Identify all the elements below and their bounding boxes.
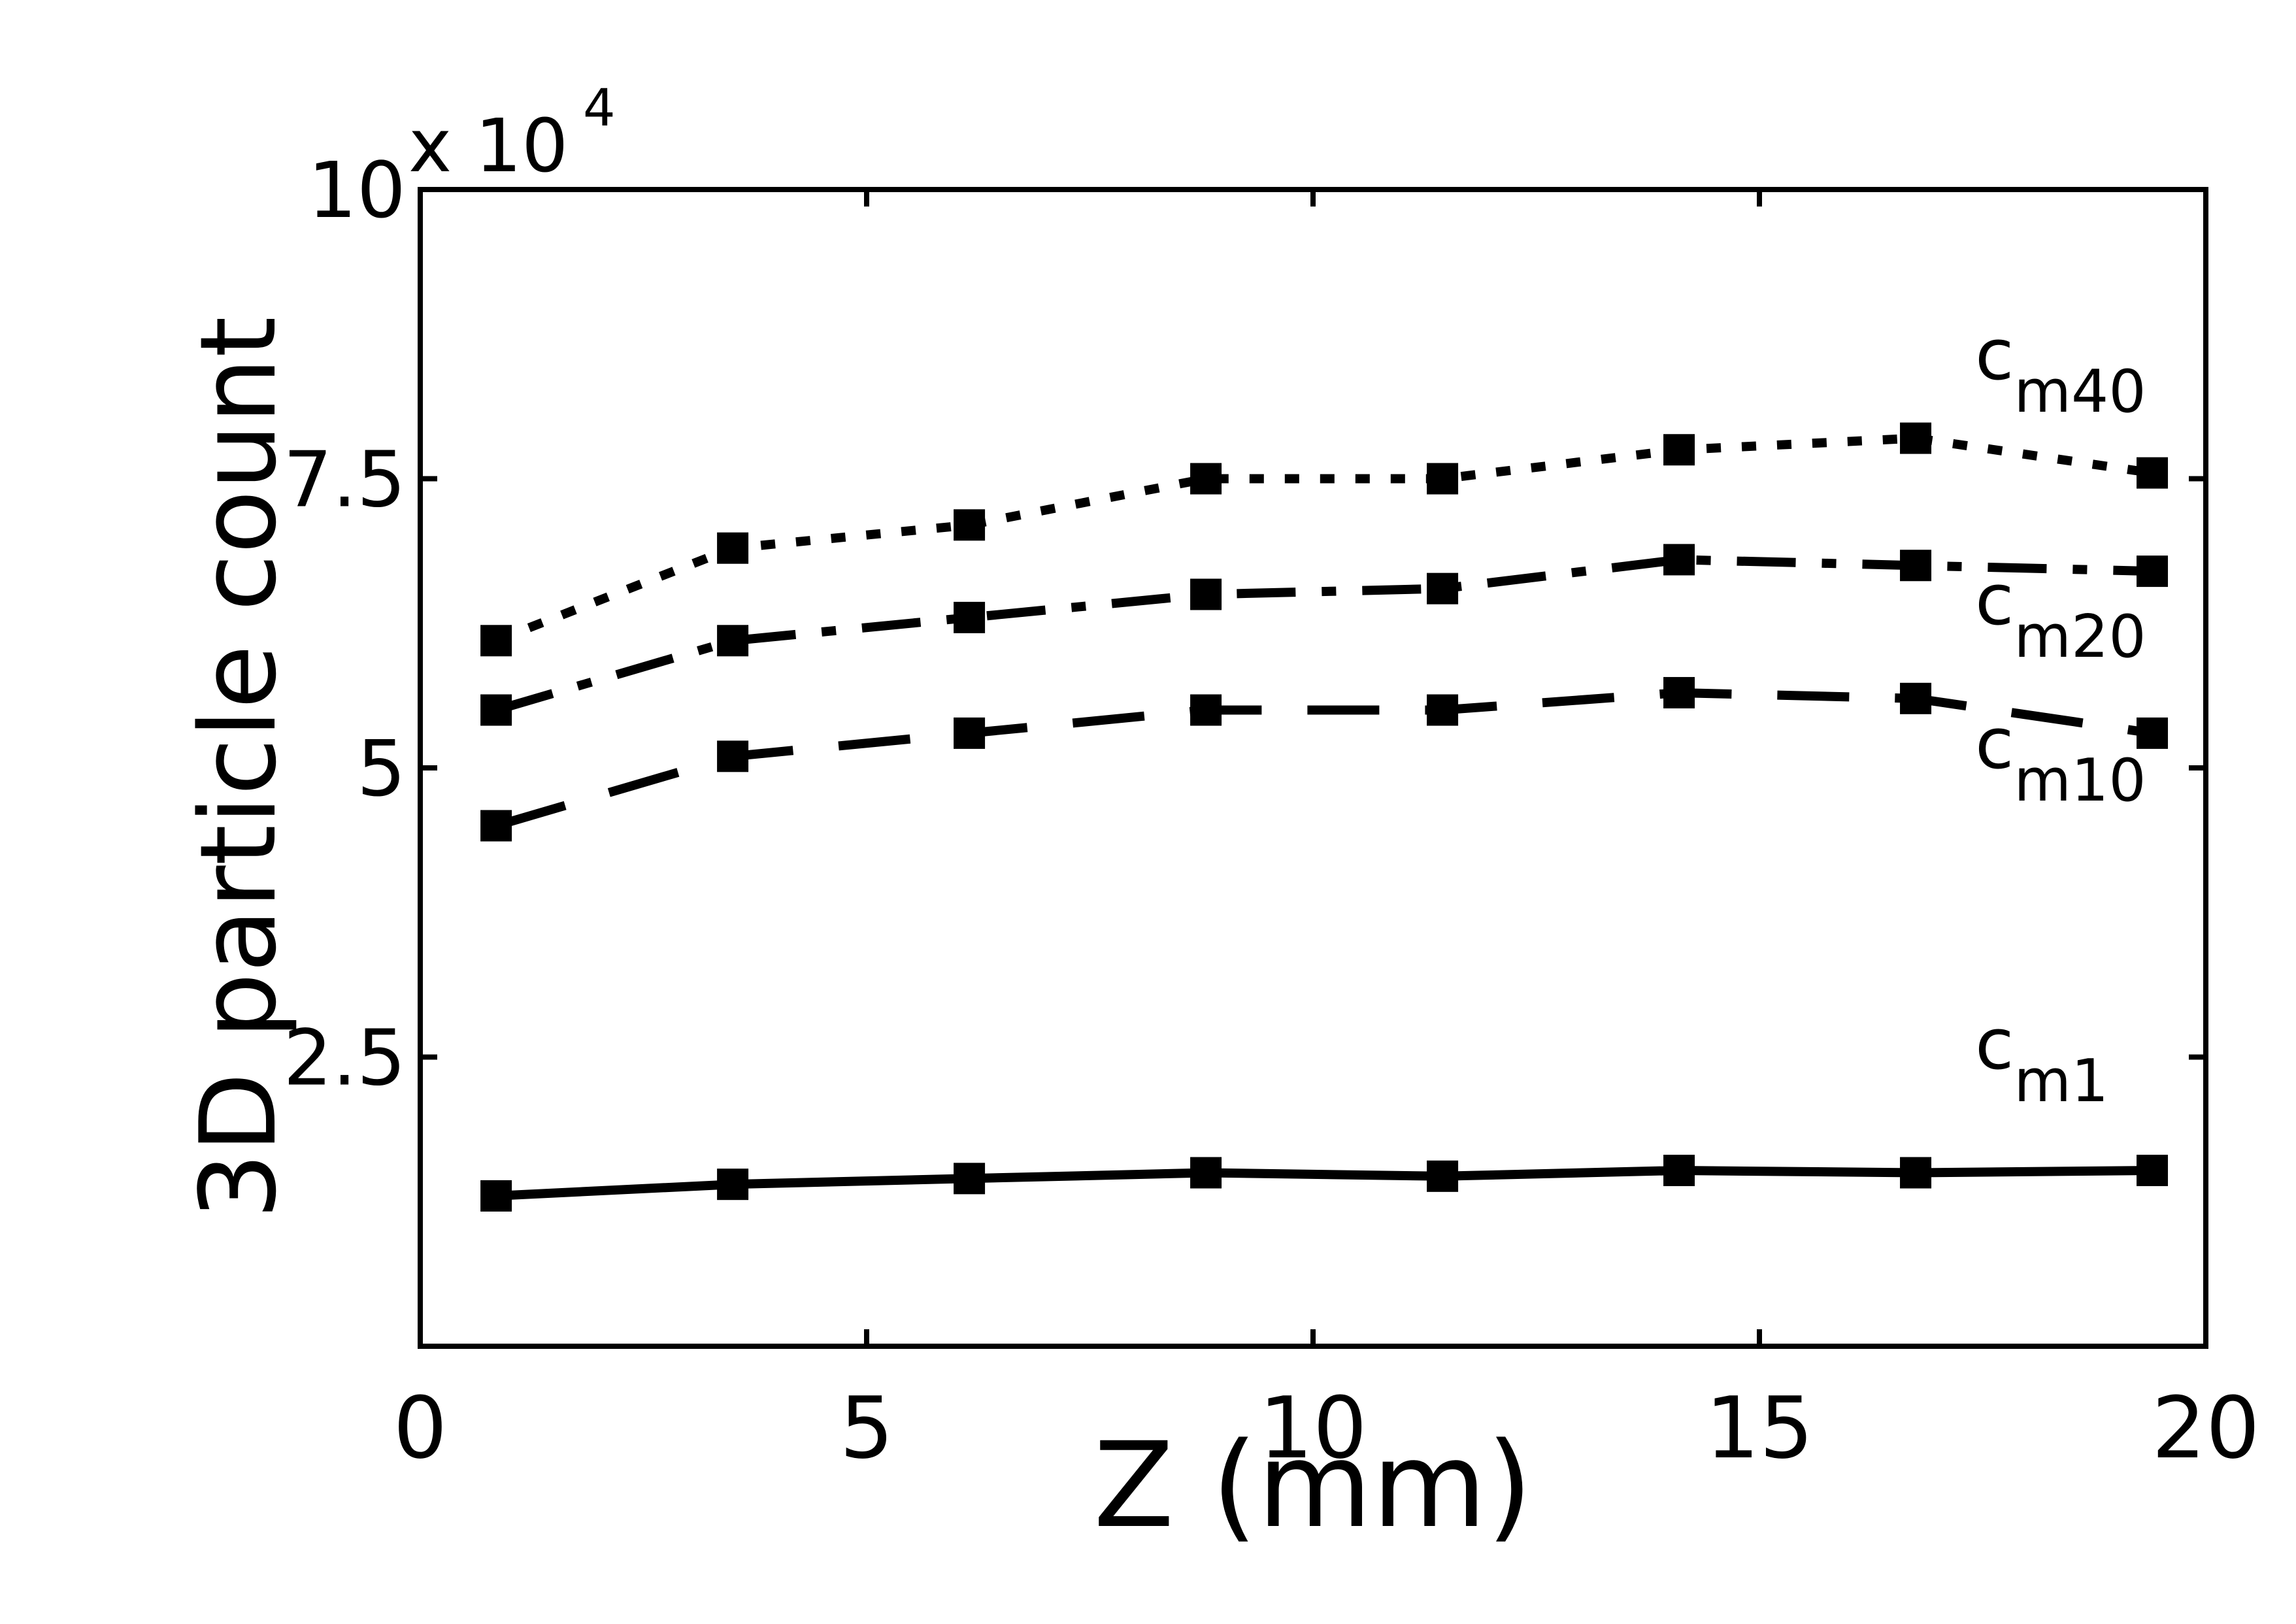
x-tick-label: 10 — [1259, 1378, 1367, 1478]
data-point-m10 — [717, 740, 749, 772]
data-point-m10 — [1190, 694, 1222, 726]
data-point-m1 — [1900, 1157, 1932, 1189]
data-point-m40 — [1190, 463, 1222, 495]
data-point-m20 — [1900, 550, 1932, 582]
data-point-m10 — [2137, 717, 2169, 749]
data-point-m40 — [1900, 422, 1932, 454]
y-tick-label: 7.5 — [283, 435, 406, 525]
data-point-m40 — [1663, 434, 1695, 466]
series-layer — [480, 422, 2169, 1212]
ticks-layer — [420, 190, 2206, 1346]
data-point-m40 — [2137, 457, 2169, 489]
data-point-m1 — [480, 1180, 512, 1212]
x-tick-label: 20 — [2152, 1378, 2259, 1478]
series-m10 — [480, 676, 2169, 842]
data-point-m40 — [717, 532, 749, 564]
data-point-m20 — [1190, 578, 1222, 610]
data-point-m10 — [480, 810, 512, 842]
labels-layer: 0 5 10 15 20 2.5 5 7.5 10 cm40 cm20 cm10 cm1 — [283, 145, 2259, 1478]
data-point-m10 — [1663, 676, 1695, 708]
data-point-m20 — [717, 625, 749, 657]
data-point-m10 — [954, 717, 986, 749]
x-tick-label: 5 — [840, 1378, 894, 1478]
data-point-m1 — [954, 1163, 986, 1195]
series-line-m40 — [494, 433, 2154, 645]
data-point-m20 — [1663, 544, 1695, 576]
data-point-m10 — [1900, 682, 1932, 714]
data-point-m40 — [1427, 463, 1459, 495]
series-line-m20 — [495, 555, 2153, 715]
series-line-m1 — [495, 1165, 2153, 1201]
x-axis-label: Z (mm) — [1093, 1417, 1533, 1554]
series-label-m20: cm20 — [1975, 559, 2146, 671]
y-tick-label: 2.5 — [283, 1013, 406, 1103]
data-point-m20 — [2137, 555, 2169, 588]
data-point-m1 — [717, 1168, 749, 1201]
x-tick-label: 0 — [393, 1378, 448, 1478]
data-point-m40 — [480, 625, 512, 657]
data-point-m10 — [1427, 694, 1459, 726]
data-point-m20 — [954, 601, 986, 633]
y-tick-label: 10 — [308, 145, 406, 235]
data-point-m20 — [1427, 572, 1459, 605]
y-tick-label: 5 — [357, 723, 406, 814]
series-line-m10 — [495, 688, 2154, 831]
x-tick-label: 15 — [1705, 1378, 1813, 1478]
y-multiplier-exponent: 4 — [583, 79, 616, 138]
data-point-m1 — [1190, 1157, 1222, 1189]
data-point-m1 — [1663, 1154, 1695, 1186]
series-label-m40: cm40 — [1975, 314, 2146, 426]
series-m20 — [480, 544, 2169, 726]
data-point-m40 — [954, 509, 986, 541]
data-point-m1 — [2137, 1154, 2169, 1186]
series-m40 — [480, 422, 2169, 657]
data-point-m20 — [480, 694, 512, 726]
y-multiplier-base: x 10 — [408, 104, 568, 189]
series-label-m10: cm10 — [1975, 703, 2146, 815]
series-label-m1: cm1 — [1975, 1004, 2108, 1116]
data-point-m1 — [1427, 1160, 1459, 1192]
y-axis-label: 3D particle count — [177, 316, 299, 1219]
series-m1 — [480, 1154, 2169, 1212]
